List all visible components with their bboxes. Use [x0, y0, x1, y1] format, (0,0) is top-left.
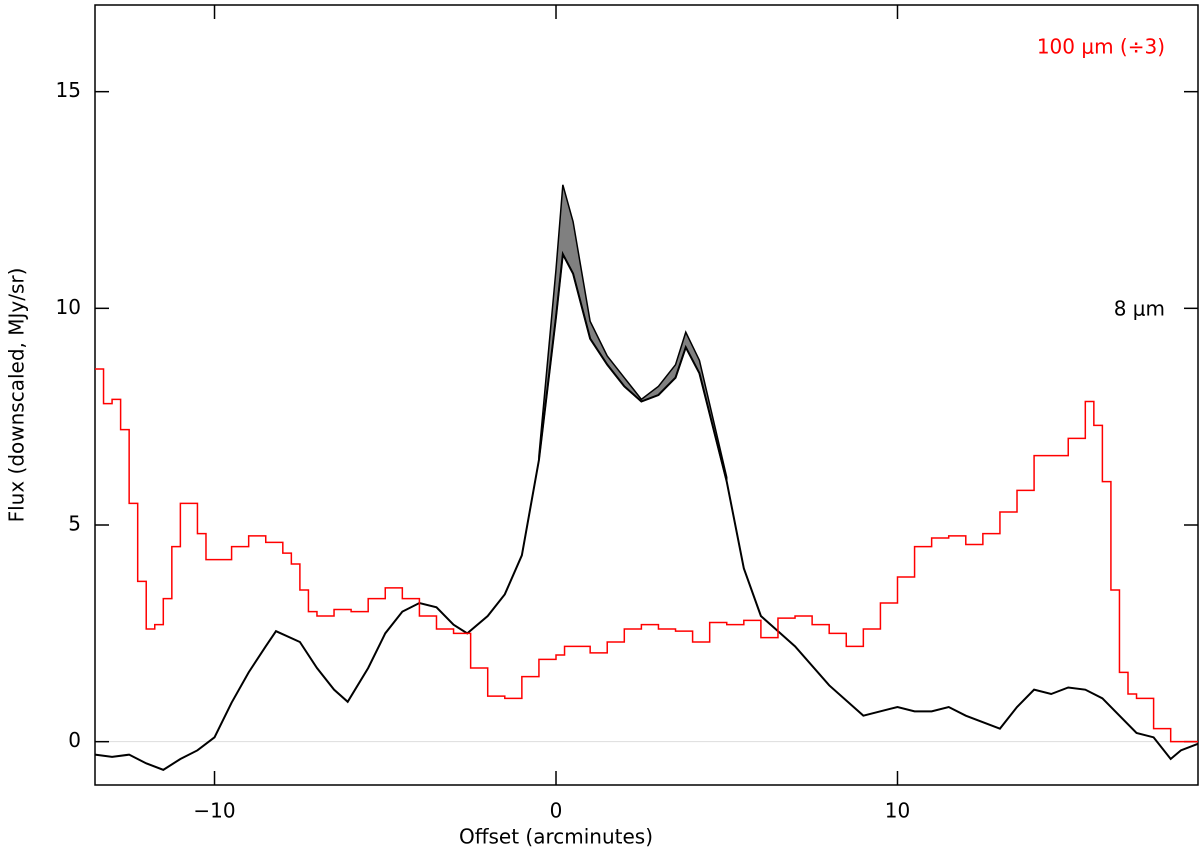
- x-tick-label: 10: [885, 799, 910, 823]
- y-tick-label: 10: [56, 295, 81, 319]
- y-tick-label: 0: [68, 728, 81, 752]
- x-tick-label: 0: [550, 799, 563, 823]
- plot-frame: [94, 4, 1199, 786]
- series-line: [94, 250, 1199, 771]
- x-axis-label: Offset (arcminutes): [459, 825, 653, 849]
- x-tick-label: −10: [193, 799, 235, 823]
- y-tick-label: 15: [56, 78, 81, 102]
- series-label: 100 μm (÷3): [1037, 35, 1165, 59]
- band: [538, 184, 728, 482]
- y-tick-label: 5: [68, 512, 81, 536]
- series-label: 8 μm: [1114, 297, 1165, 321]
- y-axis-label: Flux (downscaled, MJy/sr): [5, 268, 29, 523]
- series-line: [95, 368, 1198, 743]
